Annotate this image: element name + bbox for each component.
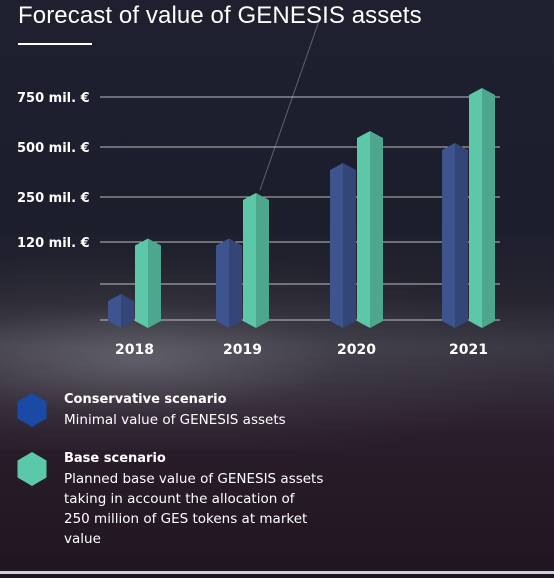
y-tick-label: 500 mil. € <box>17 141 90 156</box>
decorative-diagonal-line <box>259 17 321 191</box>
bar-base-2018-shade <box>148 238 161 328</box>
bar-base-2021-body <box>469 88 495 328</box>
bar-conservative-2019-shade <box>229 238 242 328</box>
bar-conservative-2018-body <box>108 294 134 328</box>
legend-heading-conservative: Conservative scenario <box>64 392 227 407</box>
bar-base-2021-shade <box>482 88 495 328</box>
bar-conservative-2018-shade <box>121 294 134 328</box>
bar-base-2018 <box>135 238 161 328</box>
x-tick-label: 2020 <box>337 342 376 358</box>
y-tick-label: 250 mil. € <box>17 191 90 206</box>
bar-base-2020 <box>357 131 383 328</box>
bar-base-2020-shade <box>370 131 383 328</box>
bar-conservative-2018 <box>108 294 134 328</box>
bar-conservative-2020-shade <box>343 163 356 328</box>
bar-base-2020-body <box>357 131 383 328</box>
legend-item-conservative: Conservative scenario Minimal value of G… <box>16 392 316 432</box>
bar-base-2018-body <box>135 238 161 328</box>
bar-base-2019-body <box>243 193 269 328</box>
gridlines <box>100 96 500 321</box>
bar-base-2019-shade <box>256 193 269 328</box>
x-tick-label: 2019 <box>223 342 262 358</box>
title-underline <box>18 43 92 45</box>
x-tick-labels: 2018 2019 2020 2021 <box>115 342 488 358</box>
chart-title: Forecast of value of GENESIS assets <box>18 2 422 29</box>
bar-conservative-2019 <box>216 238 242 328</box>
bar-conservative-2021-body <box>442 143 468 328</box>
y-tick-label: 120 mil. € <box>17 236 90 251</box>
bar-conservative-2021 <box>442 143 468 328</box>
bar-base-2019 <box>243 193 269 328</box>
hexagon-teal-icon <box>17 452 47 486</box>
legend-item-base: Base scenario Planned base value of GENE… <box>16 451 336 551</box>
y-tick-labels: 120 mil. € 250 mil. € 500 mil. € 750 mil. € <box>17 91 90 251</box>
hexagon-blue-icon <box>17 393 47 427</box>
x-tick-label: 2018 <box>115 342 154 358</box>
x-tick-label: 2021 <box>449 342 488 358</box>
legend-description-base: Planned base value of GENESIS assets tak… <box>64 471 324 547</box>
bars <box>108 88 495 328</box>
bar-base-2021 <box>469 88 495 328</box>
bar-conservative-2019-body <box>216 238 242 328</box>
legend-heading-base: Base scenario <box>64 451 166 466</box>
bar-conservative-2020 <box>330 163 356 328</box>
legend-description-conservative: Minimal value of GENESIS assets <box>64 412 286 428</box>
bottom-divider <box>0 571 554 574</box>
y-tick-label: 750 mil. € <box>17 91 90 106</box>
bar-conservative-2020-body <box>330 163 356 328</box>
bar-chart: 120 mil. € 250 mil. € 500 mil. € 750 mil. €… <box>17 17 500 358</box>
bar-conservative-2021-shade <box>455 143 468 328</box>
